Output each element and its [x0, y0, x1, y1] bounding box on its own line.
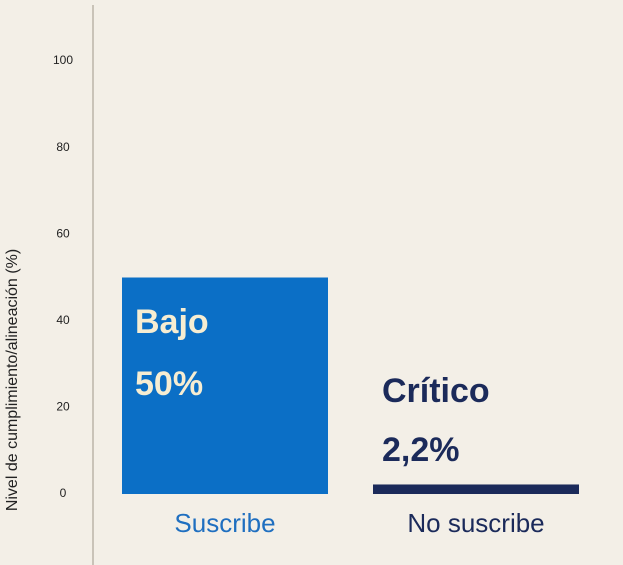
y-tick-label: 0: [60, 486, 67, 500]
y-tick-label: 20: [56, 400, 70, 414]
data-label: 50%: [135, 365, 203, 403]
y-tick-label: 100: [53, 53, 73, 67]
x-tick-label: Suscribe: [174, 508, 275, 538]
bar: [373, 484, 579, 494]
y-tick-label: 40: [56, 313, 70, 327]
level-label: Bajo: [135, 303, 209, 341]
y-axis-label: Nivel de cumplimiento/alineación (%): [4, 249, 21, 511]
data-label: 2,2%: [382, 431, 460, 469]
bar: [122, 277, 328, 494]
y-tick-label: 60: [56, 226, 70, 240]
level-label: Crítico: [382, 372, 490, 410]
y-tick-label: 80: [56, 140, 70, 154]
x-tick-label: No suscribe: [407, 508, 544, 538]
